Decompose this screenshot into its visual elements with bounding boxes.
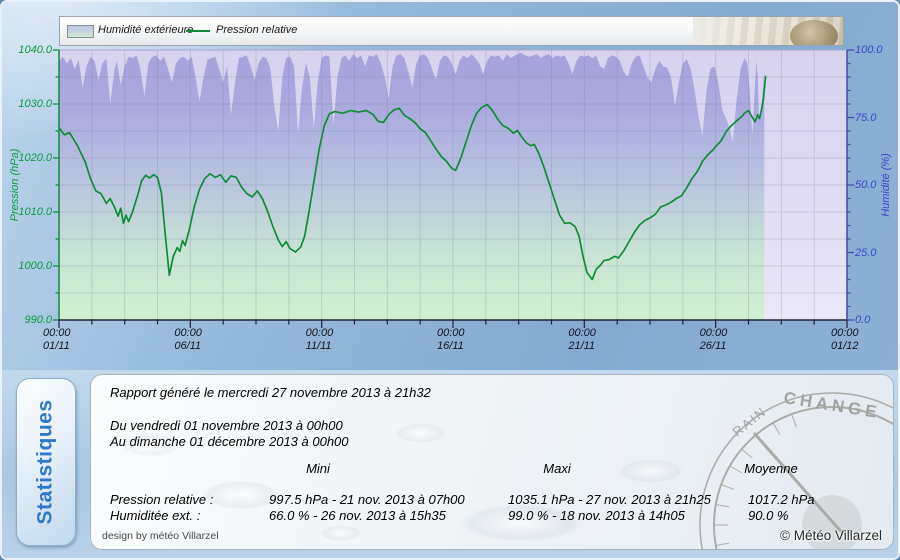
y-tick-right: 100.0 [855, 44, 883, 56]
column-header-mini: Mini [306, 461, 330, 476]
y-tick-right: 0.0 [855, 314, 871, 326]
x-tick-label: 00:00 01/12 [830, 327, 859, 352]
statistics-tab-label: Statistiques [34, 399, 57, 525]
humidity-row-label: Humiditée ext. : [110, 508, 201, 523]
humidity-min-value: 66.0 % - 26 nov. 2013 à 15h35 [269, 508, 446, 523]
design-credit: design by météo Villarzel [102, 530, 219, 542]
x-tick-label: 00:00 11/11 [305, 327, 334, 352]
statistics-section: Statistiques [2, 370, 898, 558]
pressure-line-swatch-icon [186, 30, 210, 32]
copyright: © Météo Villarzel [780, 528, 882, 543]
x-tick-label: 00:00 06/11 [174, 327, 202, 352]
legend-bar: Humidité extérieure Pression relative [59, 16, 844, 46]
pressure-row-label: Pression relative : [110, 492, 214, 507]
period-from-line: Du vendredi 01 novembre 2013 à 00h00 [110, 418, 343, 433]
period-to-line: Au dimanche 01 décembre 2013 à 00h00 [110, 434, 349, 449]
y-tick-right: 50.0 [855, 179, 877, 191]
y-tick-left: 1040.0 [18, 44, 52, 56]
barometer-dial-decor: CHANGE RAIN [699, 388, 893, 549]
x-tick-label: 00:00 01/11 [43, 327, 71, 352]
chart-section: Humidité extérieure Pression relative Pr… [2, 2, 898, 370]
statistics-tab: Statistiques [16, 378, 76, 546]
y-tick-right: 75.0 [855, 111, 877, 124]
y-tick-right: 25.0 [855, 246, 877, 259]
x-tick-label: 00:00 26/11 [699, 327, 728, 352]
humidity-max-value: 99.0 % - 18 nov. 2013 à 14h05 [508, 508, 685, 523]
y-tick-left: 990.0 [24, 314, 52, 326]
barometer-photo-strip [693, 17, 843, 45]
humidity-mean-value: 90.0 % [748, 508, 789, 523]
column-header-maxi: Maxi [543, 461, 571, 476]
chart-canvas [53, 49, 854, 328]
y-tick-left: 1030.0 [18, 98, 52, 110]
statistics-card: CHANGE RAIN Rapport généré le mercredi 2… [90, 374, 894, 550]
humidity-legend-label: Humidité extérieure [98, 24, 194, 36]
report-generated-line: Rapport généré le mercredi 27 novembre 2… [110, 385, 431, 400]
y-tick-left: 1000.0 [18, 260, 52, 272]
column-header-moyenne: Moyenne [744, 461, 798, 476]
x-tick-label: 00:00 16/11 [436, 327, 465, 352]
humidity-area-swatch-icon [67, 25, 94, 38]
pressure-min-value: 997.5 hPa - 21 nov. 2013 à 07h00 [269, 492, 465, 507]
y-tick-left: 1010.0 [18, 206, 52, 218]
dial-rain-text: RAIN [730, 403, 770, 439]
pressure-max-value: 1035.1 hPa - 27 nov. 2013 à 21h25 [508, 492, 711, 507]
y-axis-title-humidity: Humidité (%) [880, 153, 892, 217]
x-tick-label: 00:00 21/11 [568, 327, 596, 352]
pressure-mean-value: 1017.2 hPa [748, 492, 815, 507]
pressure-legend-label: Pression relative [216, 24, 298, 36]
y-tick-left: 1020.0 [18, 152, 52, 164]
